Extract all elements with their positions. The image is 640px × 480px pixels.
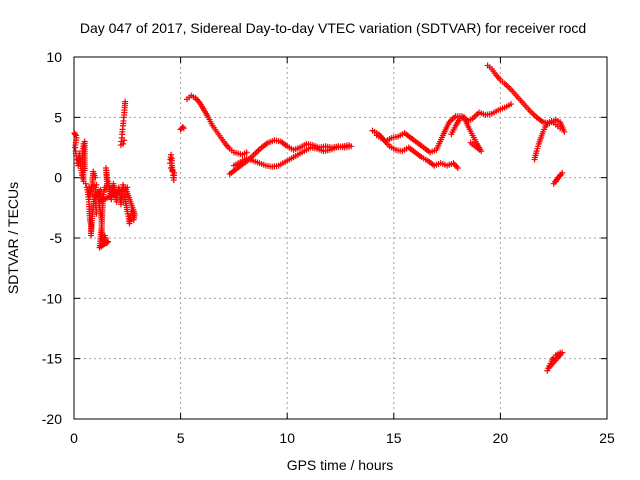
x-tick-label: 15	[386, 430, 402, 446]
x-tick-label: 0	[70, 430, 78, 446]
data-point	[346, 142, 353, 149]
x-tick-label: 20	[493, 430, 509, 446]
series-band-3	[369, 101, 515, 156]
data-point	[81, 167, 88, 174]
y-tick-label: -10	[42, 290, 62, 306]
grid	[74, 57, 607, 419]
data-points	[71, 62, 568, 374]
series-band-5	[448, 114, 485, 155]
y-tick-label: -15	[42, 351, 62, 367]
data-point	[72, 144, 79, 151]
data-point	[82, 180, 89, 187]
data-point	[72, 131, 79, 138]
series-outlier-segment	[544, 349, 566, 374]
series-band-4	[373, 132, 461, 172]
y-tick-label: -20	[42, 411, 62, 427]
series-scatter-early-d	[166, 151, 178, 184]
y-tick-label: 5	[54, 109, 62, 125]
series-scatter-early-spike	[117, 98, 129, 149]
series-high-arc	[484, 62, 568, 135]
data-point	[557, 125, 564, 132]
series-short-segment	[177, 123, 187, 133]
data-point	[454, 165, 461, 172]
series-scatter-early-a	[71, 130, 88, 185]
data-point	[561, 128, 568, 135]
x-tick-label: 5	[177, 430, 185, 446]
series-drop	[531, 117, 564, 163]
series-wave-1	[226, 137, 355, 178]
data-point	[180, 125, 187, 132]
data-point	[122, 98, 129, 105]
axis-ticks: 0 5 10 15 20 25 -20 -15 -10 -5 0 5 10	[42, 49, 615, 446]
x-tick-label: 25	[599, 430, 615, 446]
data-point	[92, 174, 99, 181]
series-wave-2	[230, 142, 353, 170]
chart-title: Day 047 of 2017, Sidereal Day-to-day VTE…	[80, 20, 586, 36]
x-tick-label: 10	[279, 430, 295, 446]
y-tick-label: 0	[54, 170, 62, 186]
data-point	[168, 165, 175, 172]
y-tick-label: 10	[46, 49, 62, 65]
data-point	[550, 180, 557, 187]
x-axis-title: GPS time / hours	[287, 457, 394, 473]
data-point	[179, 123, 186, 130]
data-point	[467, 139, 474, 146]
y-tick-label: -5	[50, 230, 63, 246]
data-point	[508, 101, 515, 108]
data-point	[243, 149, 250, 156]
data-point	[120, 140, 127, 147]
y-axis-title: SDTVAR / TECUs	[5, 182, 21, 294]
data-point	[104, 174, 111, 181]
data-point	[121, 137, 128, 144]
series-low-segment	[550, 169, 566, 187]
series-scatter-early-c	[92, 165, 138, 251]
series-arc-1	[183, 92, 250, 158]
data-point	[168, 151, 175, 158]
data-point	[545, 365, 552, 372]
data-point	[93, 210, 100, 217]
